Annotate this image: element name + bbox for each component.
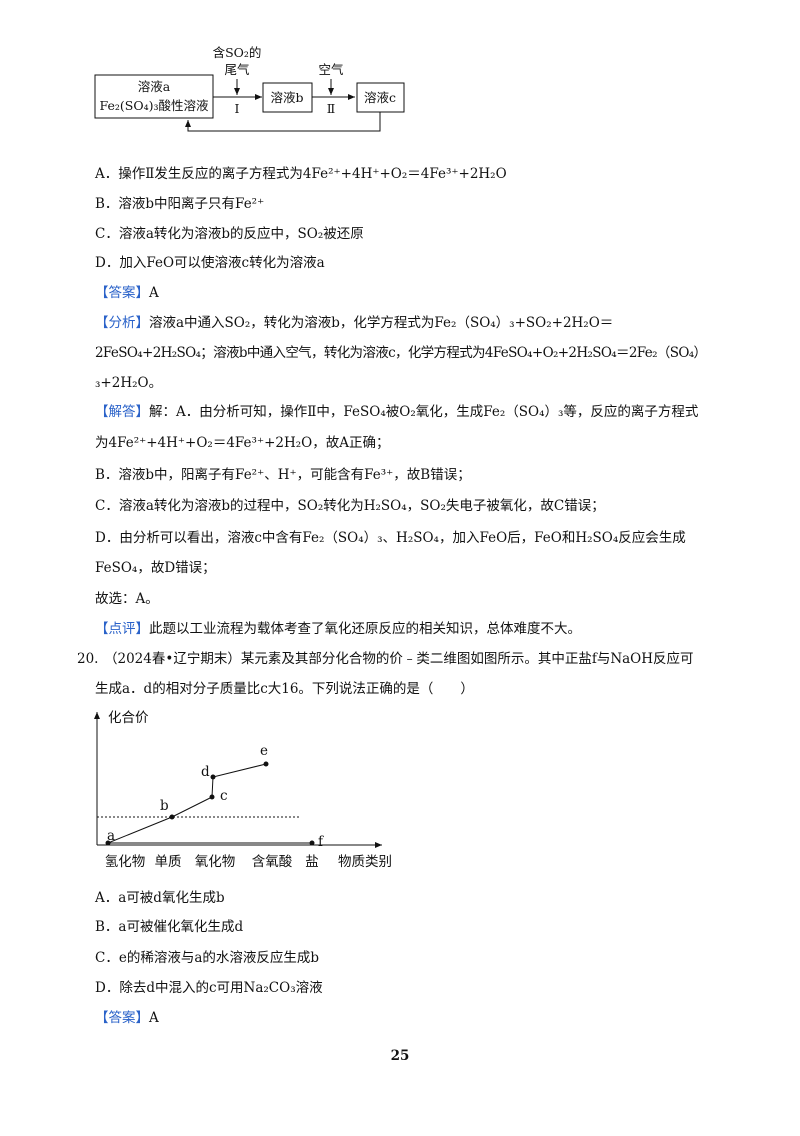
option: D．加入FeO可以使溶液c转化为溶液a	[95, 254, 325, 271]
point	[209, 794, 215, 800]
tag: 【答案】	[95, 284, 149, 301]
answer-text: A	[148, 1010, 159, 1026]
analysis-line: 【分析】溶液a中通入SO₂，转化为溶液b，化学方程式为Fe₂（SO₄）₃+SO₂…	[95, 315, 613, 331]
answer: 【答案】A	[95, 1009, 159, 1026]
answer: 【答案】A	[95, 284, 159, 301]
text: 此题以工业流程为载体考查了氧化还原反应的相关知识，总体难度不大。	[149, 620, 581, 637]
point-label: c	[220, 788, 228, 804]
point	[105, 840, 111, 846]
step-label: Ⅰ	[235, 101, 240, 116]
point-label: f	[318, 834, 324, 850]
option: C．e的稀溶液与a的水溶液反应生成b	[95, 949, 319, 966]
option: D．除去d中混入的c可用Na₂CO₃溶液	[95, 980, 323, 996]
box-label: Fe₂(SO₄)₃酸性溶液	[100, 98, 209, 113]
point	[210, 774, 216, 780]
option: A．操作Ⅱ发生反应的离子方程式为4Fe²⁺+4H⁺+O₂＝4Fe³⁺+2H₂O	[94, 165, 507, 182]
tag: 【解答】	[95, 403, 149, 420]
page-number: 25	[391, 1048, 410, 1064]
connect-line	[107, 763, 267, 844]
stem-line: 生成a．d的相对分子质量比c大16。下列说法正确的是（ ）	[95, 681, 474, 697]
solution-line: FeSO₄，故D错误；	[95, 560, 216, 576]
tag: 【答案】	[95, 1009, 149, 1026]
x-axis-label: 物质类别	[338, 854, 392, 870]
answer-text: A	[148, 285, 159, 301]
input-label: 空气	[318, 62, 344, 77]
box-label: 溶液a	[138, 79, 171, 94]
comment: 【点评】此题以工业流程为载体考查了氧化还原反应的相关知识，总体难度不大。	[95, 620, 581, 637]
solution-line: 为4Fe²⁺+4H⁺+O₂＝4Fe³⁺+2H₂O，故A正确；	[95, 435, 389, 451]
point-label: a	[107, 828, 115, 844]
text: 解：A．由分析可知，操作Ⅱ中，FeSO₄被O₂氧化，生成Fe₂（SO₄）₃等，反…	[149, 403, 699, 420]
input-label: 尾气	[224, 62, 250, 77]
option: C．溶液a转化为溶液b的反应中，SO₂被还原	[95, 225, 364, 242]
box-label: 溶液c	[364, 90, 396, 105]
category-label: 单质	[155, 854, 182, 870]
analysis-line: 2FeSO₄+2H₂SO₄；溶液b中通入空气，转化为溶液c，化学方程式为4FeS…	[95, 345, 707, 361]
solution-line: 故选：A。	[95, 591, 159, 607]
solution-line: D．由分析可以看出，溶液c中含有Fe₂（SO₄）₃、H₂SO₄，加入FeO后，F…	[95, 529, 686, 546]
tag: 【点评】	[95, 621, 149, 637]
analysis-line: ₃+2H₂O。	[95, 375, 162, 391]
solution-line: B．溶液b中，阳离子有Fe²⁺、H⁺，可能含有Fe³⁺，故B错误；	[95, 466, 471, 483]
text: 溶液a中通入SO₂，转化为溶液b，化学方程式为Fe₂（SO₄）₃+SO₂+2H₂…	[149, 315, 613, 331]
point-label: e	[260, 743, 268, 759]
category-label: 氢化物	[105, 854, 146, 870]
points	[105, 761, 315, 846]
point	[263, 761, 269, 767]
option: B．a可被催化氧化生成d	[95, 919, 243, 935]
point-label: b	[160, 798, 169, 814]
box-label: 溶液b	[270, 90, 303, 105]
solution-line: C．溶液a转化为溶液b的过程中，SO₂转化为H₂SO₄，SO₂失电子被氧化，故C…	[95, 498, 605, 514]
category-label: 氧化物	[195, 854, 236, 870]
stem-line: （2024春•辽宁期末）某元素及其部分化合物的价﹣类二维图如图所示。其中正盐f与…	[104, 650, 694, 667]
category-label: 盐	[305, 854, 319, 870]
option: A．a可被d氧化生成b	[94, 890, 225, 906]
option: B．溶液b中阳离子只有Fe²⁺	[95, 195, 264, 212]
return-arrow	[185, 112, 381, 132]
y-axis-label: 化合价	[108, 710, 149, 726]
valence-graph: 化合价 a b c d e f 氢化物 单质 氧化物 含氧酸 盐 物质类别	[94, 710, 392, 870]
input-label: 含SO₂的	[213, 45, 262, 60]
flow-diagram: 溶液a Fe₂(SO₄)₃酸性溶液 含SO₂的 尾气 Ⅰ 溶液b 空气 Ⅱ 溶液…	[94, 45, 405, 132]
question-number: 20.	[77, 651, 98, 667]
solution-line: 【解答】解：A．由分析可知，操作Ⅱ中，FeSO₄被O₂氧化，生成Fe₂（SO₄）…	[95, 403, 699, 420]
step-label: Ⅱ	[327, 101, 336, 116]
category-label: 含氧酸	[252, 854, 293, 870]
tag: 【分析】	[95, 315, 149, 331]
point-label: d	[201, 764, 210, 780]
point	[169, 814, 175, 820]
point	[309, 840, 315, 846]
